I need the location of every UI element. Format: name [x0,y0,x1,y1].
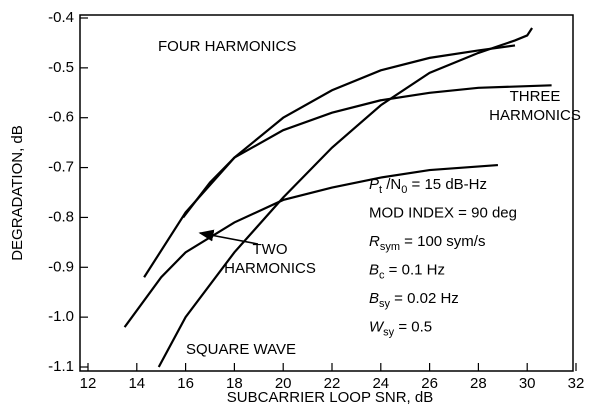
annotation-part: = 0.5 [394,318,432,335]
plot-frame [79,14,574,372]
annotation-part: R [369,233,380,250]
annotation-part: = 100 sym/s [400,233,485,250]
x-tick-label: 32 [568,375,585,392]
annotation: MOD INDEX = 90 deg [369,204,517,221]
annotation: Wsy = 0.5 [369,318,432,338]
y-tick-label: -1.0 [48,308,74,325]
annotation-part: sy [379,298,391,310]
x-tick-label: 22 [324,375,341,392]
y-tick-label: -0.9 [48,258,74,275]
y-tick-label: -0.4 [48,9,74,26]
annotation-part: /N [382,176,401,193]
curve-label: FOUR HARMONICS [158,38,296,55]
series-line [157,27,534,368]
x-tick-label: 12 [80,375,97,392]
annotation: Pt /N0 = 15 dB-Hz [369,176,487,196]
annotation-part: = 15 dB-Hz [407,176,487,193]
curve-label: HARMONICS [489,107,581,124]
x-tick-label: 28 [470,375,487,392]
annotation-part: B [369,261,379,278]
annotation-part: c [379,269,385,281]
annotation-part: sy [383,326,395,338]
annotation-part: 0 [401,184,407,196]
curve-label: TWO [253,241,288,258]
series-line [123,163,499,328]
y-tick-label: -0.5 [48,59,74,76]
annotation-part: W [369,318,385,335]
x-tick-label: 16 [177,375,194,392]
x-tick-label: 30 [519,375,536,392]
y-tick-label: -0.7 [48,159,74,176]
y-tick-label: -1.1 [48,358,74,375]
arrow [198,229,259,245]
x-tick-label: 18 [226,375,243,392]
y-tick-label: -0.6 [48,109,74,126]
annotation-part: = 0.02 Hz [390,290,459,307]
x-axis-label: SUBCARRIER LOOP SNR, dB [227,389,433,406]
x-tick-label: 14 [128,375,145,392]
annotation: Bsy = 0.02 Hz [369,290,459,310]
x-tick-label: 24 [372,375,389,392]
y-axis-label: DEGRADATION, dB [9,125,26,261]
annotation-part: sym [380,241,400,253]
annotation: Bc = 0.1 Hz [369,261,445,281]
annotation: Rsym = 100 sym/s [369,233,485,253]
series-line [182,84,552,219]
curve-label: SQUARE WAVE [186,341,296,358]
x-tick-label: 20 [275,375,292,392]
y-tick-label: -0.8 [48,208,74,225]
annotation-part: = 0.1 Hz [385,261,445,278]
curve-label: HARMONICS [224,260,316,277]
annotation-part: MOD INDEX = 90 deg [369,204,517,221]
annotation-part: P [369,176,379,193]
annotation-part: t [379,184,382,196]
curve-label: THREE [510,88,561,105]
annotation-part: B [369,290,379,307]
x-tick-label: 26 [421,375,438,392]
